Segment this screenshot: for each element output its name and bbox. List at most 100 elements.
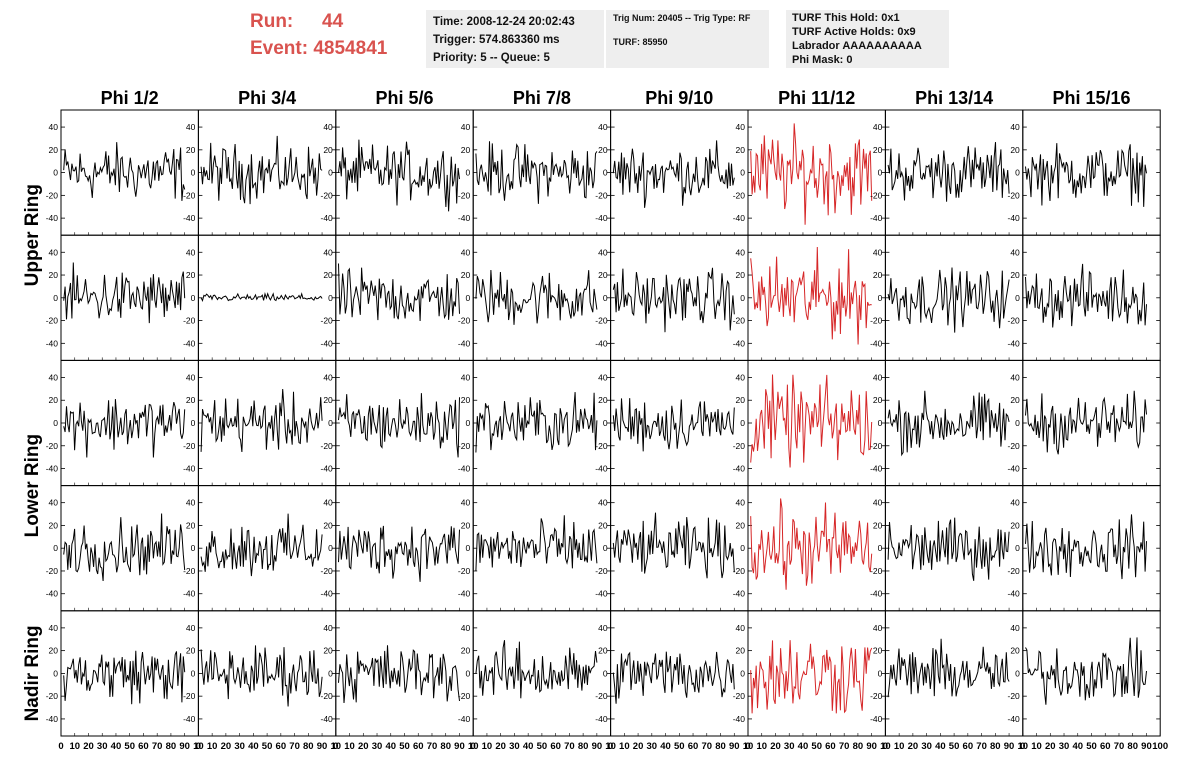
y-tick-label: 0 bbox=[328, 418, 333, 428]
y-tick-label: 0 bbox=[878, 543, 883, 553]
trigger-text: Trigger: 574.863360 ms bbox=[433, 34, 560, 46]
waveform-trace bbox=[338, 263, 460, 322]
y-tick-label: 20 bbox=[598, 270, 608, 280]
y-tick-label: -40 bbox=[183, 464, 196, 474]
x-tick-label: 60 bbox=[688, 741, 699, 752]
y-tick-label: -20 bbox=[1008, 316, 1021, 326]
x-tick-label: 40 bbox=[935, 741, 946, 752]
y-tick-label: 40 bbox=[461, 372, 471, 382]
y-tick-label: 40 bbox=[186, 623, 196, 633]
y-tick-label: -20 bbox=[183, 441, 196, 451]
x-tick-label: 80 bbox=[853, 741, 864, 752]
y-tick-label: 0 bbox=[191, 418, 196, 428]
run-value: 44 bbox=[322, 11, 344, 32]
y-tick-label: 20 bbox=[873, 145, 883, 155]
y-tick-label: -40 bbox=[321, 338, 334, 348]
waveform-trace bbox=[63, 513, 186, 582]
y-tick-label: -40 bbox=[595, 213, 608, 223]
y-tick-label: 40 bbox=[186, 372, 196, 382]
waveform-trace bbox=[887, 267, 1010, 333]
y-tick-label: 20 bbox=[49, 395, 59, 405]
x-tick-label: 10 bbox=[756, 741, 767, 752]
y-tick-label: 40 bbox=[49, 372, 59, 382]
y-tick-label: -20 bbox=[46, 316, 59, 326]
x-tick-label: 40 bbox=[660, 741, 671, 752]
y-tick-label: 0 bbox=[191, 543, 196, 553]
event-value: 4854841 bbox=[313, 38, 388, 59]
x-tick-label: 10 bbox=[605, 741, 616, 752]
y-tick-label: 20 bbox=[873, 520, 883, 530]
x-tick-label: 50 bbox=[1086, 741, 1097, 752]
waveform-trace-highlight bbox=[750, 498, 873, 590]
x-tick-label: 80 bbox=[166, 741, 177, 752]
turf-hold-text: TURF This Hold: 0x1 bbox=[792, 12, 900, 24]
panel-frame bbox=[335, 234, 474, 361]
y-tick-label: 40 bbox=[736, 247, 746, 257]
y-tick-label: 0 bbox=[1015, 668, 1020, 678]
y-tick-label: -20 bbox=[183, 566, 196, 576]
y-tick-label: -40 bbox=[870, 213, 883, 223]
y-tick-label: -20 bbox=[321, 316, 334, 326]
y-tick-label: 40 bbox=[736, 623, 746, 633]
y-tick-label: -40 bbox=[1008, 714, 1021, 724]
x-tick-label: 30 bbox=[372, 741, 383, 752]
waveform-trace bbox=[338, 393, 460, 458]
y-tick-label: -20 bbox=[1008, 566, 1021, 576]
y-tick-label: 0 bbox=[1015, 293, 1020, 303]
y-tick-label: 40 bbox=[461, 623, 471, 633]
x-tick-label: 10 bbox=[880, 741, 891, 752]
y-tick-label: -40 bbox=[183, 589, 196, 599]
y-tick-label: 0 bbox=[328, 168, 333, 178]
time-info-panel: Time: 2008-12-24 20:02:43 Trigger: 574.8… bbox=[426, 10, 604, 68]
y-tick-label: -40 bbox=[595, 589, 608, 599]
x-tick-label: 20 bbox=[358, 741, 369, 752]
waveform-trace-highlight bbox=[750, 246, 872, 345]
waveform-trace bbox=[338, 645, 460, 704]
x-tick-label: 30 bbox=[784, 741, 795, 752]
x-tick-label: 20 bbox=[221, 741, 232, 752]
x-tick-label: 0 bbox=[608, 741, 613, 752]
y-tick-label: 0 bbox=[740, 543, 745, 553]
x-tick-label: 70 bbox=[289, 741, 300, 752]
y-tick-label: 20 bbox=[1010, 270, 1020, 280]
x-tick-label: 50 bbox=[399, 741, 410, 752]
waveform-trace bbox=[612, 651, 735, 704]
x-tick-label: 20 bbox=[633, 741, 644, 752]
y-tick-label: 20 bbox=[186, 395, 196, 405]
column-title: Phi 1/2 bbox=[101, 88, 159, 108]
column-title: Phi 13/14 bbox=[915, 88, 993, 108]
y-tick-label: 20 bbox=[49, 145, 59, 155]
y-tick-label: 0 bbox=[878, 168, 883, 178]
y-tick-label: 0 bbox=[1015, 543, 1020, 553]
y-tick-label: 40 bbox=[873, 372, 883, 382]
y-tick-label: -20 bbox=[870, 316, 883, 326]
y-tick-label: -40 bbox=[183, 338, 196, 348]
waveform-trace bbox=[612, 398, 735, 452]
x-tick-label: 10 bbox=[207, 741, 218, 752]
y-tick-label: 20 bbox=[598, 520, 608, 530]
y-tick-label: 0 bbox=[53, 168, 58, 178]
y-tick-label: -20 bbox=[733, 566, 746, 576]
x-tick-label: 0 bbox=[196, 741, 201, 752]
x-tick-label: 80 bbox=[578, 741, 589, 752]
x-tick-label: 90 bbox=[1141, 741, 1152, 752]
y-tick-label: -40 bbox=[595, 338, 608, 348]
y-tick-label: -40 bbox=[46, 589, 59, 599]
y-tick-label: 40 bbox=[186, 247, 196, 257]
x-tick-label: 90 bbox=[1004, 741, 1015, 752]
y-tick-label: 20 bbox=[461, 270, 471, 280]
column-title: Phi 3/4 bbox=[238, 88, 296, 108]
y-tick-label: 20 bbox=[736, 646, 746, 656]
x-tick-label: 60 bbox=[138, 741, 149, 752]
y-tick-label: -20 bbox=[595, 566, 608, 576]
y-tick-label: -20 bbox=[1008, 190, 1021, 200]
x-tick-label: 0 bbox=[333, 741, 338, 752]
y-tick-label: -20 bbox=[595, 190, 608, 200]
panel-frame bbox=[610, 359, 749, 487]
y-tick-label: 20 bbox=[1010, 646, 1020, 656]
y-tick-label: -20 bbox=[733, 441, 746, 451]
y-tick-label: -20 bbox=[870, 441, 883, 451]
y-tick-label: 40 bbox=[461, 498, 471, 508]
y-tick-label: -40 bbox=[595, 714, 608, 724]
y-tick-label: -20 bbox=[183, 691, 196, 701]
